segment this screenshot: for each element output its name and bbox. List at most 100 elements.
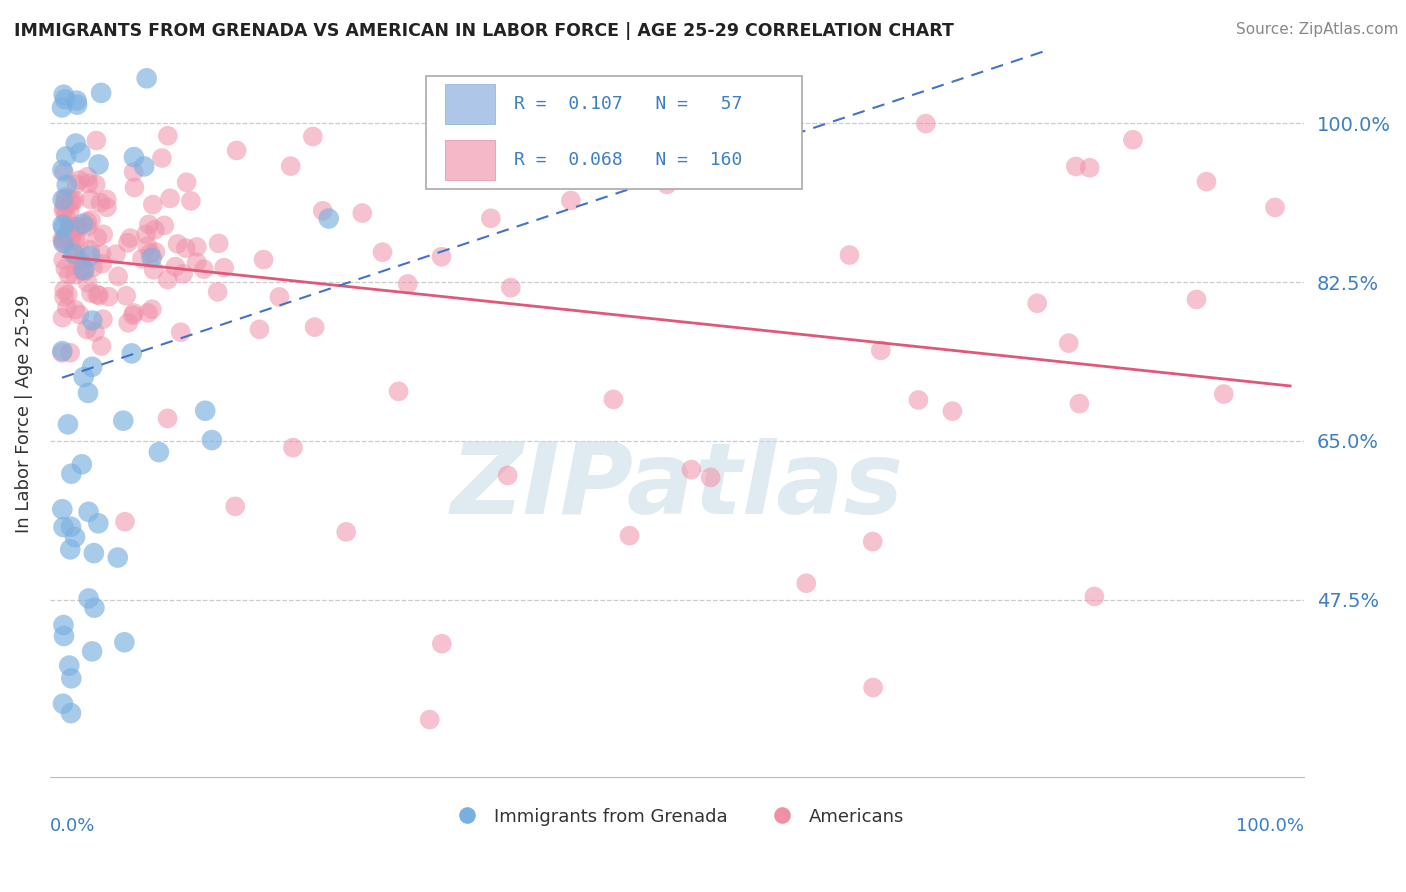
Point	[60, 232, 83, 246]
Point	[136, 239, 159, 253]
Point	[52, 235, 75, 250]
Point	[87, 157, 110, 171]
Bar	[444, 140, 495, 179]
Point	[67, 236, 90, 251]
Point	[208, 236, 231, 251]
Point	[136, 306, 159, 320]
Point	[560, 194, 582, 208]
Text: IMMIGRANTS FROM GRENADA VS AMERICAN IN LABOR FORCE | AGE 25-29 CORRELATION CHART: IMMIGRANTS FROM GRENADA VS AMERICAN IN L…	[14, 22, 953, 40]
Point	[56, 417, 79, 432]
Point	[201, 433, 224, 447]
Point	[60, 195, 83, 210]
Point	[60, 671, 83, 685]
Point	[55, 190, 77, 204]
Point	[52, 218, 75, 232]
Point	[53, 283, 76, 297]
Point	[148, 445, 170, 459]
Point	[76, 276, 98, 290]
Point	[67, 308, 90, 322]
Point	[66, 97, 89, 112]
Point	[80, 213, 103, 227]
Point	[117, 235, 139, 250]
Point	[170, 325, 193, 339]
Point	[907, 392, 929, 407]
Point	[479, 211, 502, 226]
Point	[225, 144, 247, 158]
Point	[96, 200, 118, 214]
Point	[159, 191, 181, 205]
Point	[1212, 387, 1234, 401]
Point	[117, 316, 139, 330]
Point	[335, 524, 357, 539]
Point	[172, 267, 194, 281]
Point	[97, 290, 120, 304]
Point	[65, 178, 87, 192]
Point	[869, 343, 891, 358]
Text: R =  0.068   N =  160: R = 0.068 N = 160	[513, 151, 742, 169]
Point	[141, 302, 163, 317]
Y-axis label: In Labor Force | Age 25-29: In Labor Force | Age 25-29	[15, 294, 32, 533]
Point	[124, 180, 146, 194]
Point	[58, 268, 80, 282]
Point	[80, 286, 103, 301]
Point	[52, 697, 75, 711]
Point	[55, 209, 77, 223]
Point	[121, 346, 143, 360]
Point	[135, 227, 157, 242]
Point	[134, 160, 156, 174]
Point	[914, 117, 936, 131]
Point	[83, 600, 105, 615]
Point	[194, 403, 217, 417]
Point	[52, 629, 75, 643]
Point	[193, 262, 215, 277]
Point	[249, 322, 271, 336]
Point	[1264, 201, 1286, 215]
Point	[165, 260, 187, 274]
Point	[280, 159, 302, 173]
Point	[699, 470, 721, 484]
Point	[145, 244, 167, 259]
Point	[83, 546, 105, 560]
Point	[153, 219, 176, 233]
Point	[1122, 133, 1144, 147]
Point	[176, 175, 198, 189]
Point	[105, 247, 128, 261]
Point	[51, 310, 73, 325]
Point	[51, 502, 73, 516]
Point	[91, 257, 114, 271]
Point	[86, 287, 108, 301]
Point	[59, 345, 82, 359]
Point	[142, 197, 165, 211]
Point	[138, 218, 160, 232]
Point	[77, 385, 100, 400]
Point	[63, 233, 86, 247]
Point	[82, 644, 104, 658]
Point	[166, 236, 188, 251]
Point	[122, 306, 145, 320]
Point	[114, 515, 136, 529]
Point	[53, 201, 76, 215]
Point	[120, 231, 142, 245]
Point	[180, 194, 202, 208]
Point	[59, 203, 82, 218]
Point	[70, 458, 93, 472]
Point	[53, 233, 76, 247]
Point	[430, 637, 453, 651]
Point	[53, 236, 76, 251]
Point	[1083, 590, 1105, 604]
Point	[156, 411, 179, 425]
Point	[59, 706, 82, 720]
Point	[59, 520, 82, 534]
Point	[77, 591, 100, 606]
Text: 0.0%: 0.0%	[49, 816, 96, 835]
Point	[60, 467, 83, 481]
Point	[141, 251, 163, 265]
Point	[794, 576, 817, 591]
Point	[304, 320, 326, 334]
Point	[84, 325, 107, 339]
Point	[73, 370, 96, 384]
Point	[56, 301, 79, 315]
Point	[312, 203, 335, 218]
Point	[77, 505, 100, 519]
Point	[112, 635, 135, 649]
